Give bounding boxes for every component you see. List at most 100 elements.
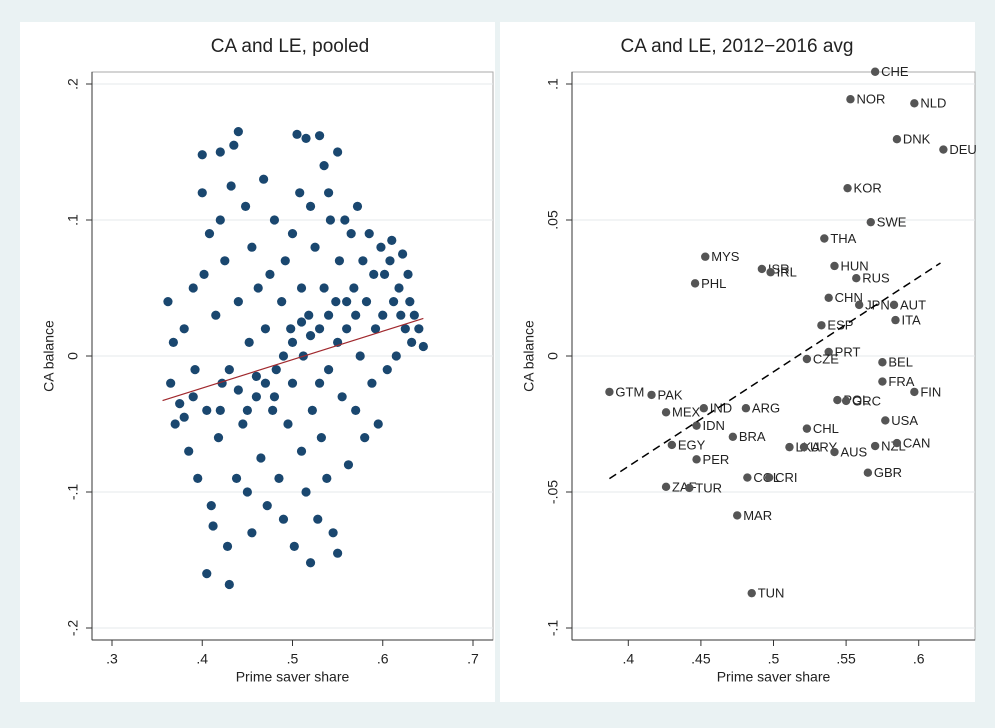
point: [175, 399, 185, 409]
point: [741, 404, 751, 413]
x-tick-label: .3: [106, 651, 118, 667]
point: [378, 310, 388, 320]
point: [364, 229, 374, 239]
point: [841, 396, 851, 406]
point: [319, 161, 329, 171]
point: [324, 188, 334, 198]
point: [208, 521, 218, 531]
point: [233, 297, 243, 307]
point: [647, 390, 656, 400]
point: [295, 188, 305, 198]
point: [358, 256, 368, 266]
chart-title: CA and LE, 2012−2016 avg: [621, 36, 854, 57]
point-label: ITA: [901, 313, 921, 328]
point: [889, 300, 899, 310]
y-tick-label: -.1: [545, 620, 561, 637]
point: [301, 133, 311, 143]
point-label: DNK: [903, 132, 931, 147]
point: [870, 67, 880, 76]
point: [324, 310, 334, 320]
y-tick-label: .1: [65, 214, 81, 226]
point: [307, 405, 317, 415]
point: [910, 387, 919, 397]
point-label: PHL: [701, 276, 726, 291]
point: [355, 351, 365, 361]
point: [396, 310, 406, 320]
x-tick-label: .7: [467, 651, 479, 667]
point: [197, 150, 207, 160]
point: [892, 438, 902, 448]
point: [692, 455, 701, 464]
point: [242, 405, 252, 415]
x-tick-label: .5: [768, 651, 780, 667]
point: [179, 412, 189, 422]
point: [199, 269, 209, 279]
point: [247, 528, 257, 538]
point: [280, 256, 290, 266]
point-label: PER: [703, 452, 730, 467]
point: [881, 416, 890, 425]
point: [215, 147, 225, 157]
point: [259, 174, 269, 184]
y-axis-title: CA balance: [41, 320, 57, 392]
point: [305, 558, 316, 568]
point: [202, 569, 212, 579]
point: [193, 473, 203, 483]
point: [337, 392, 347, 402]
point: [190, 365, 200, 375]
fit-line: [609, 262, 941, 480]
point: [253, 283, 263, 293]
point: [349, 283, 359, 293]
y-tick-label: 0: [65, 352, 81, 360]
point-label: CZE: [813, 351, 839, 366]
x-tick-label: .6: [913, 651, 925, 667]
point: [854, 300, 864, 310]
point-label: BEL: [888, 355, 913, 370]
point-label: GTM: [615, 384, 644, 399]
point: [370, 324, 381, 334]
point: [301, 487, 311, 497]
point: [766, 268, 775, 277]
point: [305, 201, 316, 211]
point: [817, 321, 826, 330]
point: [287, 378, 298, 388]
point: [197, 188, 207, 198]
point: [385, 256, 395, 266]
point: [260, 324, 271, 334]
point: [340, 215, 350, 225]
point-label: MAR: [743, 508, 772, 523]
point: [699, 404, 709, 413]
point: [316, 433, 326, 443]
x-tick-label: .6: [377, 651, 389, 667]
point: [268, 405, 278, 415]
point: [400, 324, 410, 334]
point: [188, 283, 198, 293]
point-label: CAN: [903, 435, 930, 450]
point-label: ESP: [827, 318, 853, 333]
point-label: PAK: [658, 387, 683, 402]
x-tick-label: .55: [836, 651, 856, 667]
point: [870, 441, 880, 451]
point-label: AUS: [840, 444, 867, 459]
y-axis-title: CA balance: [521, 320, 537, 392]
point-label: USA: [891, 413, 918, 428]
point: [168, 337, 178, 347]
point-label: GBR: [874, 465, 902, 480]
point: [274, 473, 284, 483]
point: [361, 297, 372, 307]
point-label: ARG: [752, 401, 780, 416]
point-label: KOR: [854, 181, 882, 196]
point-label: SWE: [877, 215, 907, 230]
point: [289, 541, 299, 552]
point: [314, 324, 325, 334]
point: [701, 252, 710, 261]
point-label: EGY: [678, 437, 706, 452]
point-label: CHE: [881, 64, 909, 79]
point: [852, 274, 861, 283]
point: [296, 446, 307, 456]
point-label: TUN: [758, 586, 785, 601]
point: [802, 354, 812, 364]
point: [242, 487, 252, 497]
point: [224, 579, 234, 590]
